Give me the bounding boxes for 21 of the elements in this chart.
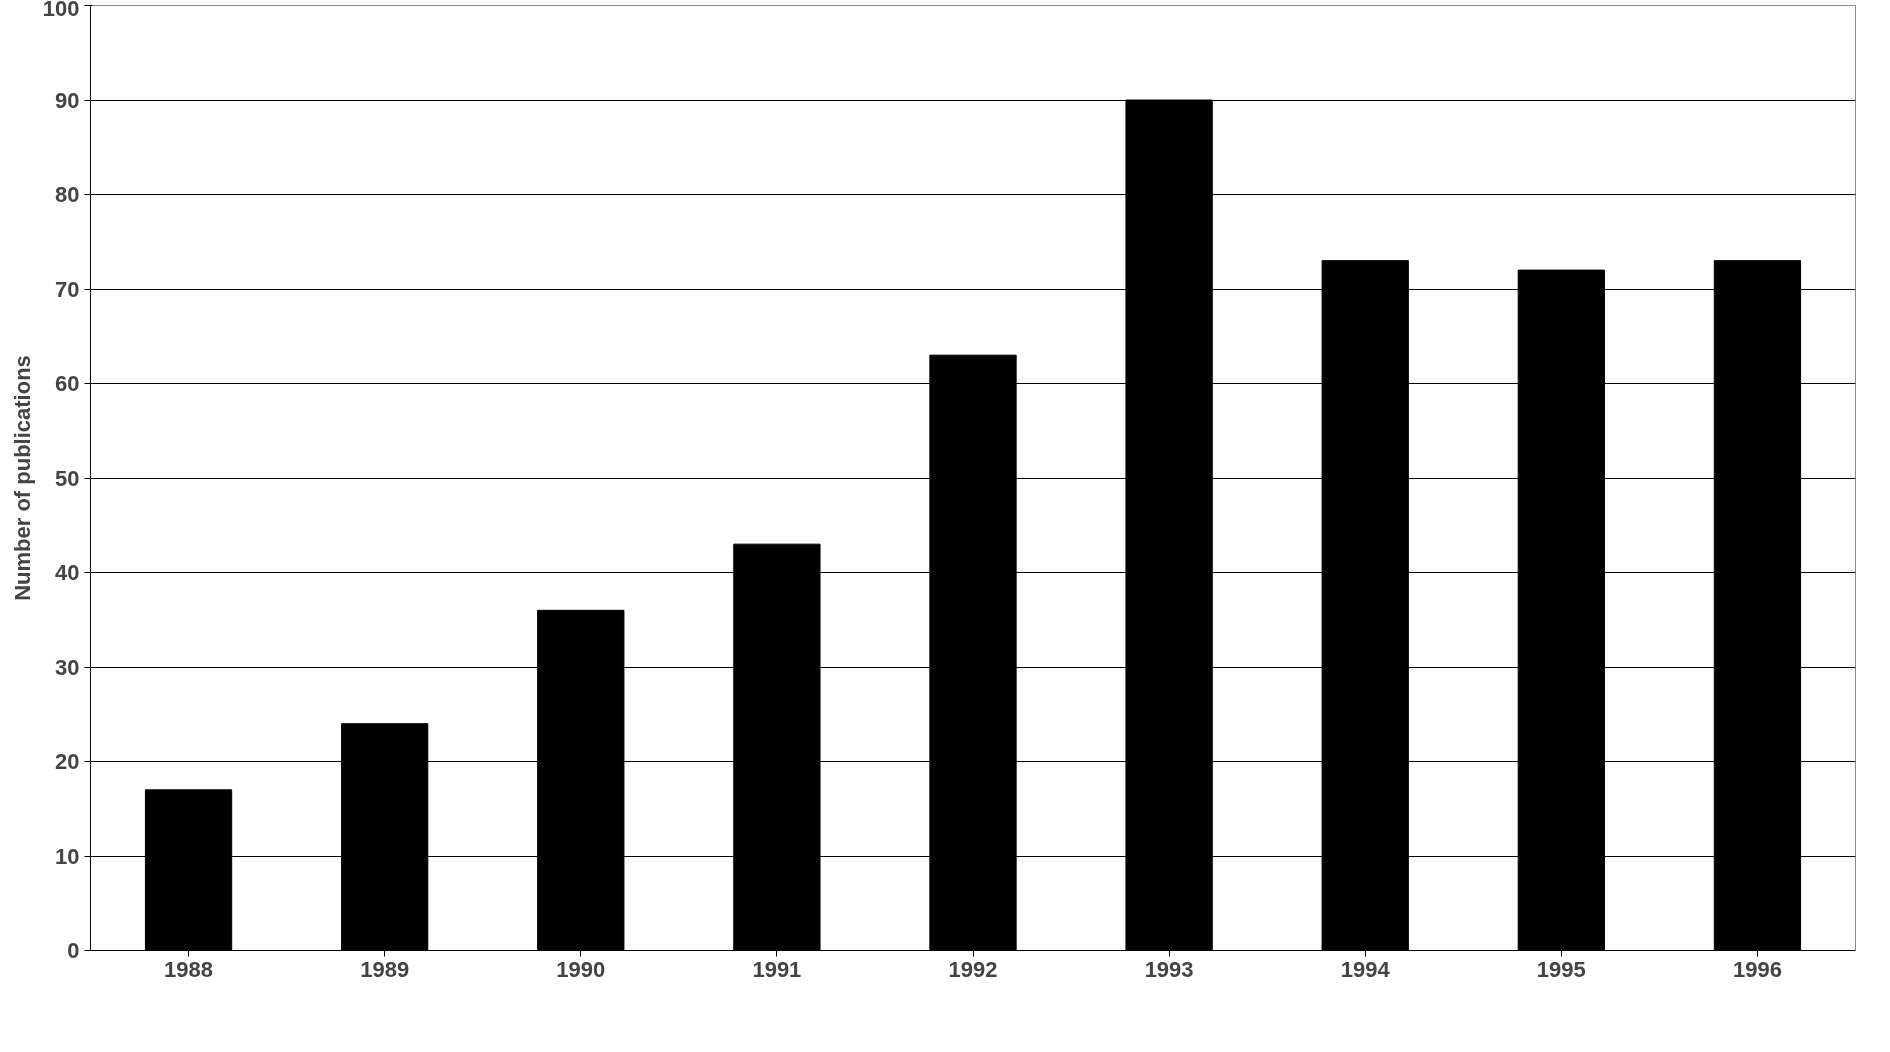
x-tick-label: 1989 bbox=[360, 956, 410, 982]
x-tick-label: 1995 bbox=[1536, 956, 1586, 982]
x-tick-label: 1996 bbox=[1732, 956, 1782, 982]
y-tick-label: 50 bbox=[55, 465, 80, 491]
y-tick-label: 80 bbox=[55, 182, 80, 207]
x-tick-label: 1992 bbox=[948, 956, 998, 982]
y-tick-label: 20 bbox=[55, 749, 80, 774]
y-tick-label: 10 bbox=[55, 843, 80, 869]
x-tick-label: 1993 bbox=[1144, 956, 1194, 982]
y-tick-label: 0 bbox=[67, 938, 80, 963]
y-tick-label: 60 bbox=[55, 371, 80, 396]
y-axis-title: Number of publications bbox=[9, 355, 35, 601]
y-tick-label: 100 bbox=[42, 0, 80, 21]
y-tick-label: 40 bbox=[55, 560, 80, 585]
x-tick-label: 1991 bbox=[752, 956, 802, 982]
y-tick-label: 90 bbox=[55, 87, 80, 113]
y-tick-label: 70 bbox=[55, 276, 80, 302]
x-tick-label: 1988 bbox=[164, 956, 214, 982]
x-tick-label: 1994 bbox=[1340, 956, 1391, 982]
x-tick-label: 1990 bbox=[556, 956, 606, 982]
y-tick-label: 30 bbox=[55, 654, 80, 680]
